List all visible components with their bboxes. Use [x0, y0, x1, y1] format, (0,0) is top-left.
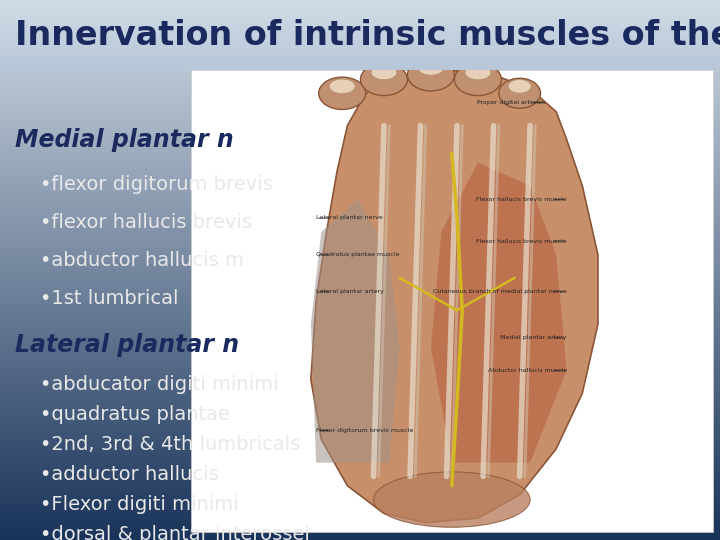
Text: Medial plantar n: Medial plantar n [15, 128, 234, 152]
Text: Flexor hallucis brevis muscle: Flexor hallucis brevis muscle [476, 239, 567, 244]
Ellipse shape [329, 79, 355, 93]
Text: Abductor hallucis muscle: Abductor hallucis muscle [487, 368, 567, 373]
Ellipse shape [465, 65, 491, 80]
Polygon shape [431, 163, 567, 463]
Text: Lateral plantar n: Lateral plantar n [15, 333, 239, 357]
Text: •flexor hallucis brevis: •flexor hallucis brevis [40, 213, 252, 233]
Ellipse shape [418, 60, 444, 75]
Text: Flexor hallucis brevis muscle: Flexor hallucis brevis muscle [476, 197, 567, 202]
Text: Quadratus plantae muscle: Quadratus plantae muscle [316, 252, 400, 258]
Ellipse shape [454, 63, 501, 96]
Polygon shape [311, 199, 400, 463]
Ellipse shape [319, 77, 366, 110]
Text: •abducator digiti minimi: •abducator digiti minimi [40, 375, 279, 395]
Text: Lateral plantar artery: Lateral plantar artery [316, 289, 384, 294]
Ellipse shape [371, 65, 397, 80]
Text: •abductor hallucis m: •abductor hallucis m [40, 252, 244, 271]
Text: •2nd, 3rd & 4th lumbricals: •2nd, 3rd & 4th lumbricals [40, 435, 300, 455]
Text: •dorsal & plantar interossei: •dorsal & plantar interossei [40, 525, 310, 540]
Bar [191, 70, 713, 532]
Text: Lateral plantar nerve: Lateral plantar nerve [316, 215, 383, 220]
Text: Flexor digitorum brevis muscle: Flexor digitorum brevis muscle [316, 428, 413, 433]
Text: •flexor digitorum brevis: •flexor digitorum brevis [40, 176, 273, 194]
Text: Proper digital arteries: Proper digital arteries [477, 100, 546, 105]
Text: •adductor hallucis: •adductor hallucis [40, 465, 219, 484]
Text: •Flexor digiti minimi: •Flexor digiti minimi [40, 496, 238, 515]
Text: •quadratus plantae: •quadratus plantae [40, 406, 230, 424]
Polygon shape [311, 70, 598, 523]
Text: •1st lumbrical: •1st lumbrical [40, 289, 179, 308]
Ellipse shape [508, 79, 531, 93]
Ellipse shape [499, 78, 541, 109]
Text: Cutaneous branch of medial plantar nerve: Cutaneous branch of medial plantar nerve [433, 289, 567, 294]
Text: Medial plantar artery: Medial plantar artery [500, 335, 567, 341]
Ellipse shape [374, 472, 530, 527]
Ellipse shape [408, 59, 454, 91]
Ellipse shape [361, 63, 408, 96]
Text: Innervation of intrinsic muscles of the foot: Innervation of intrinsic muscles of the … [15, 18, 720, 52]
